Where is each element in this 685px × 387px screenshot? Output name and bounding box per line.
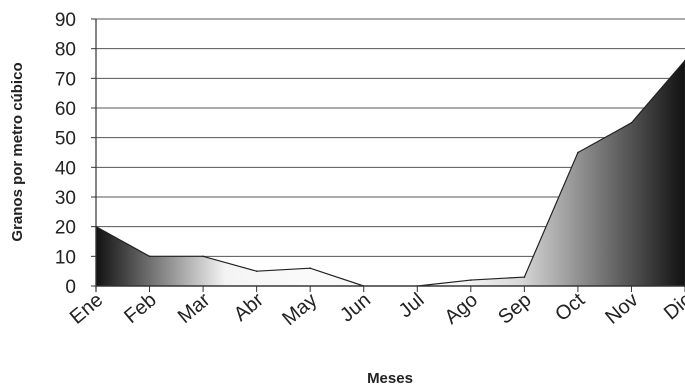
- x-tick-label-may: May: [278, 289, 321, 330]
- x-tick-label-dic: Dic: [660, 289, 685, 324]
- data-point-ago: [470, 279, 472, 281]
- x-tick-label-abr: Abr: [230, 289, 268, 326]
- x-tick-label-oct: Oct: [551, 289, 589, 326]
- x-tick-label-nov: Nov: [601, 289, 642, 329]
- x-tick-label-sep: Sep: [494, 289, 535, 329]
- y-tick-label: 80: [55, 40, 76, 61]
- data-point-oct: [577, 151, 579, 154]
- x-tick-label-jun: Jun: [336, 289, 375, 327]
- data-point-may: [309, 267, 311, 270]
- data-point-feb: [148, 255, 151, 258]
- y-tick-label: 20: [55, 218, 76, 239]
- y-tick-label: 30: [55, 188, 76, 209]
- y-tick-label: 60: [55, 99, 76, 120]
- data-point-nov: [630, 122, 633, 124]
- series-area: [95, 59, 685, 287]
- x-tick-label-mar: Mar: [174, 289, 215, 328]
- data-point-abr: [255, 270, 258, 272]
- data-point-sep: [523, 276, 526, 278]
- data-point-mar: [202, 255, 204, 258]
- x-tick-label-jul: Jul: [395, 289, 429, 322]
- y-axis-title: Granos por metro cúbico: [9, 62, 26, 241]
- x-axis-title: Meses: [367, 370, 413, 387]
- y-tick-label: 90: [55, 10, 76, 31]
- x-tick-label-feb: Feb: [120, 289, 161, 328]
- y-tick-label: 70: [55, 69, 76, 90]
- y-tick-label: 0: [65, 277, 76, 298]
- x-tick-label-ago: Ago: [441, 289, 482, 329]
- y-tick-label: 10: [55, 247, 76, 268]
- y-tick-label: 50: [55, 129, 76, 150]
- y-tick-label: 40: [55, 158, 76, 179]
